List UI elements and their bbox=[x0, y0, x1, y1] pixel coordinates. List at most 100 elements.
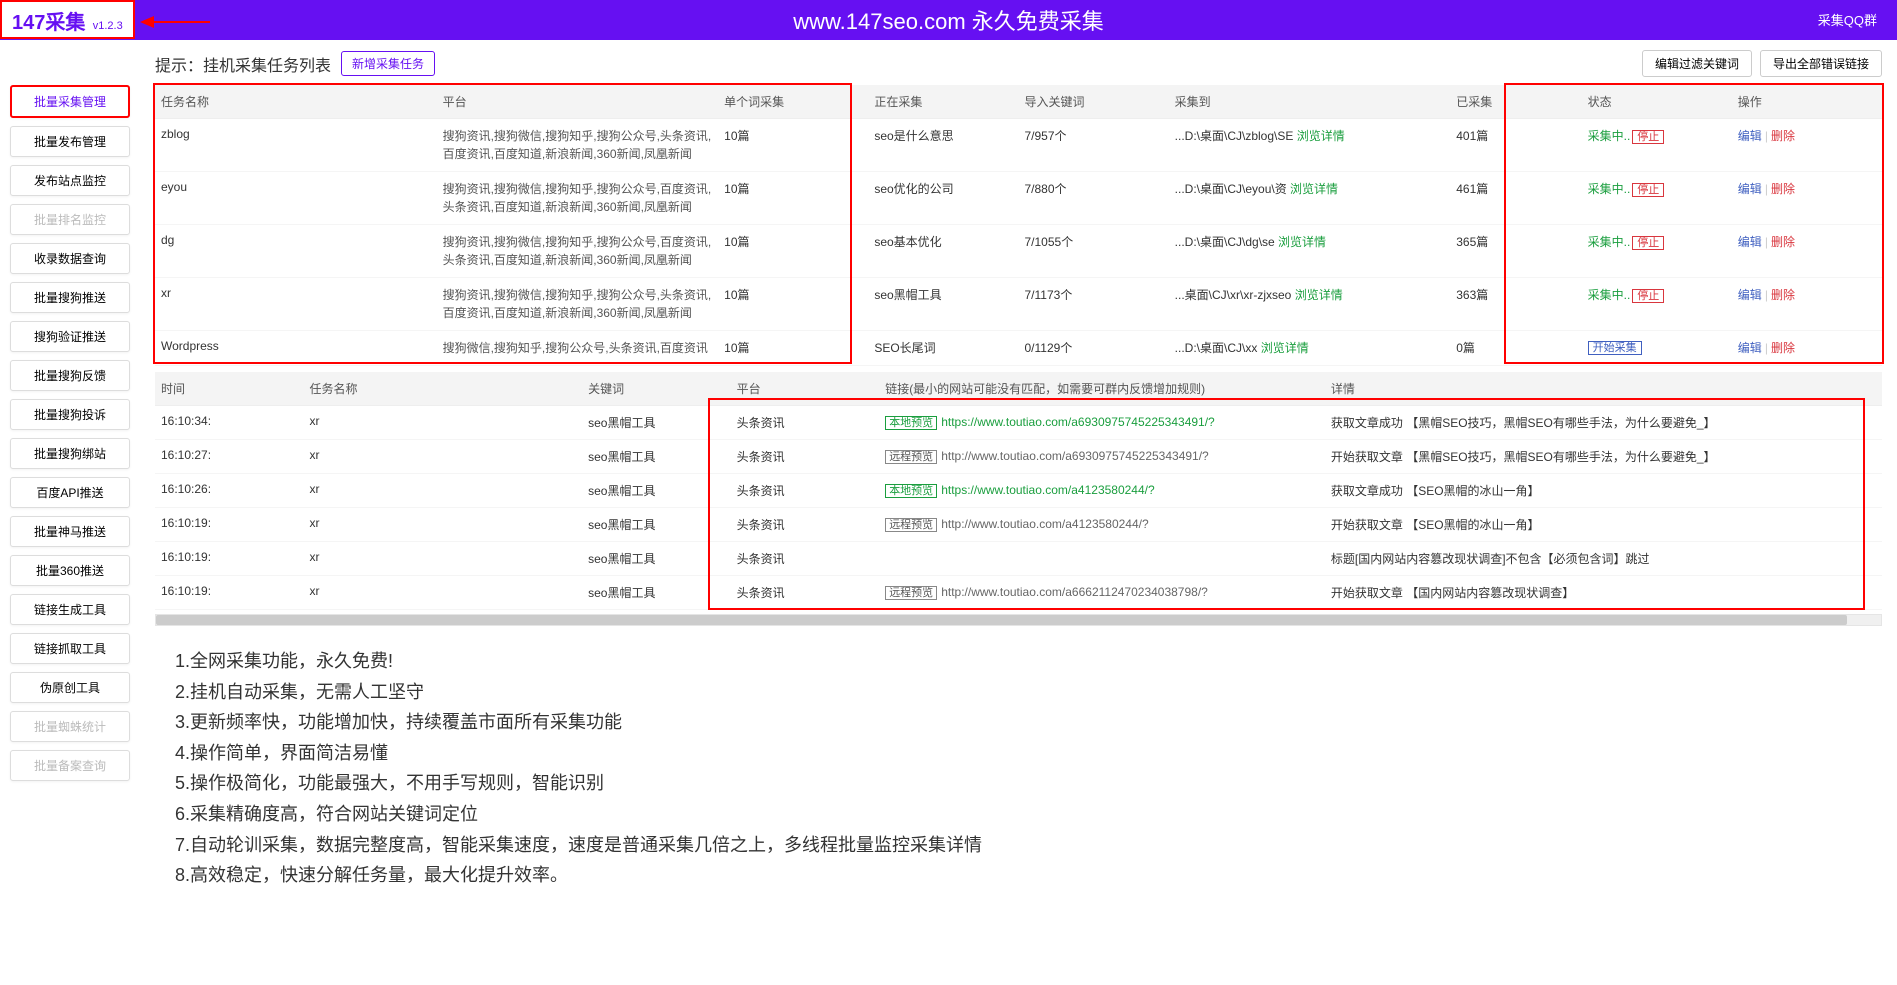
edit-link[interactable]: 编辑 bbox=[1738, 235, 1762, 249]
feature-line: 4.操作简单，界面简洁易懂 bbox=[175, 738, 1882, 769]
sidebar-item: 批量排名监控 bbox=[10, 204, 130, 235]
top-bar: 提示：挂机采集任务列表 新增采集任务 编辑过滤关键词 导出全部错误链接 bbox=[155, 50, 1882, 77]
feature-line: 3.更新频率快，功能增加快，持续覆盖市面所有采集功能 bbox=[175, 707, 1882, 738]
feature-line: 8.高效稳定，快速分解任务量，最大化提升效率。 bbox=[175, 860, 1882, 891]
task-col-header: 操作 bbox=[1732, 85, 1882, 119]
sidebar-item[interactable]: 批量搜狗推送 bbox=[10, 282, 130, 313]
sidebar-item[interactable]: 发布站点监控 bbox=[10, 165, 130, 196]
stop-button[interactable]: 停止 bbox=[1632, 130, 1664, 144]
task-col-header: 导入关键词 bbox=[1019, 85, 1169, 119]
sidebar-item: 批量蜘蛛统计 bbox=[10, 711, 130, 742]
hint-text: 提示：挂机采集任务列表 bbox=[155, 52, 331, 76]
sidebar-item[interactable]: 批量神马推送 bbox=[10, 516, 130, 547]
browse-detail-link[interactable]: 浏览详情 bbox=[1261, 341, 1309, 355]
log-row: 16:10:34:xrseo黑帽工具头条资讯本地预览https://www.to… bbox=[155, 406, 1882, 440]
sidebar: 批量采集管理批量发布管理发布站点监控批量排名监控收录数据查询批量搜狗推送搜狗验证… bbox=[0, 40, 140, 901]
header: 147采集 v1.2.3 www.147seo.com 永久免费采集 采集QQ群 bbox=[0, 0, 1897, 40]
edit-link[interactable]: 编辑 bbox=[1738, 182, 1762, 196]
delete-link[interactable]: 删除 bbox=[1771, 235, 1795, 249]
log-col-header: 详情 bbox=[1325, 372, 1882, 406]
log-row: 16:10:27:xrseo黑帽工具头条资讯远程预览http://www.tou… bbox=[155, 440, 1882, 474]
log-col-header: 时间 bbox=[155, 372, 304, 406]
header-qq-link[interactable]: 采集QQ群 bbox=[1818, 10, 1877, 29]
sidebar-item[interactable]: 批量360推送 bbox=[10, 555, 130, 586]
sidebar-item[interactable]: 批量发布管理 bbox=[10, 126, 130, 157]
log-col-header: 关键词 bbox=[582, 372, 731, 406]
feature-line: 1.全网采集功能，永久免费! bbox=[175, 646, 1882, 677]
stop-button[interactable]: 停止 bbox=[1632, 183, 1664, 197]
new-task-button[interactable]: 新增采集任务 bbox=[341, 51, 435, 76]
feature-line: 6.采集精确度高，符合网站关键词定位 bbox=[175, 799, 1882, 830]
task-col-header: 平台 bbox=[437, 85, 719, 119]
browse-detail-link[interactable]: 浏览详情 bbox=[1297, 129, 1345, 143]
task-col-header: 任务名称 bbox=[155, 85, 437, 119]
task-col-header: 正在采集 bbox=[868, 85, 1018, 119]
log-url[interactable]: http://www.toutiao.com/a6662112470234038… bbox=[941, 585, 1208, 599]
stop-button[interactable]: 停止 bbox=[1632, 236, 1664, 250]
delete-link[interactable]: 删除 bbox=[1771, 341, 1795, 355]
sidebar-item[interactable]: 百度API推送 bbox=[10, 477, 130, 508]
delete-link[interactable]: 删除 bbox=[1771, 182, 1795, 196]
sidebar-item[interactable]: 搜狗验证推送 bbox=[10, 321, 130, 352]
sidebar-item[interactable]: 伪原创工具 bbox=[10, 672, 130, 703]
local-preview-badge: 本地预览 bbox=[885, 416, 937, 430]
sidebar-item[interactable]: 批量采集管理 bbox=[10, 85, 130, 118]
start-button[interactable]: 开始采集 bbox=[1588, 341, 1642, 355]
logo-box: 147采集 v1.2.3 bbox=[0, 0, 135, 39]
browse-detail-link[interactable]: 浏览详情 bbox=[1290, 182, 1338, 196]
task-row: xr搜狗资讯,搜狗微信,搜狗知乎,搜狗公众号,头条资讯,百度资讯,百度知道,新浪… bbox=[155, 278, 1882, 331]
sidebar-item[interactable]: 批量搜狗绑站 bbox=[10, 438, 130, 469]
log-table-header: 时间任务名称关键词平台链接(最小的网站可能没有匹配，如需要可群内反馈增加规则)详… bbox=[155, 372, 1882, 406]
log-row: 16:10:19:xrseo黑帽工具头条资讯标题[国内网站内容篡改现状调查]不包… bbox=[155, 542, 1882, 576]
header-title: www.147seo.com 永久免费采集 bbox=[15, 4, 1882, 36]
filter-keywords-button[interactable]: 编辑过滤关键词 bbox=[1642, 50, 1752, 77]
remote-preview-badge: 远程预览 bbox=[885, 450, 937, 464]
edit-link[interactable]: 编辑 bbox=[1738, 341, 1762, 355]
task-row: dg搜狗资讯,搜狗微信,搜狗知乎,搜狗公众号,百度资讯,头条资讯,百度知道,新浪… bbox=[155, 225, 1882, 278]
sidebar-item: 批量备案查询 bbox=[10, 750, 130, 781]
features-list: 1.全网采集功能，永久免费!2.挂机自动采集，无需人工坚守3.更新频率快，功能增… bbox=[155, 646, 1882, 891]
edit-link[interactable]: 编辑 bbox=[1738, 129, 1762, 143]
logo-version: v1.2.3 bbox=[93, 20, 123, 32]
main-content: 提示：挂机采集任务列表 新增采集任务 编辑过滤关键词 导出全部错误链接 任务名称… bbox=[140, 40, 1897, 901]
sidebar-item[interactable]: 收录数据查询 bbox=[10, 243, 130, 274]
task-table-wrapper: 任务名称平台单个词采集正在采集导入关键词采集到已采集状态操作 zblog搜狗资讯… bbox=[155, 85, 1882, 366]
task-row: zblog搜狗资讯,搜狗微信,搜狗知乎,搜狗公众号,头条资讯,百度资讯,百度知道… bbox=[155, 119, 1882, 172]
local-preview-badge: 本地预览 bbox=[885, 484, 937, 498]
remote-preview-badge: 远程预览 bbox=[885, 518, 937, 532]
log-row: 16:10:26:xrseo黑帽工具头条资讯本地预览https://www.to… bbox=[155, 474, 1882, 508]
stop-button[interactable]: 停止 bbox=[1632, 289, 1664, 303]
export-errors-button[interactable]: 导出全部错误链接 bbox=[1760, 50, 1882, 77]
task-table-header: 任务名称平台单个词采集正在采集导入关键词采集到已采集状态操作 bbox=[155, 85, 1882, 119]
task-col-header: 单个词采集 bbox=[718, 85, 868, 119]
browse-detail-link[interactable]: 浏览详情 bbox=[1295, 288, 1343, 302]
delete-link[interactable]: 删除 bbox=[1771, 129, 1795, 143]
task-row: Wordpress搜狗微信,搜狗知乎,搜狗公众号,头条资讯,百度资讯10篇SEO… bbox=[155, 331, 1882, 366]
delete-link[interactable]: 删除 bbox=[1771, 288, 1795, 302]
sidebar-item[interactable]: 链接生成工具 bbox=[10, 594, 130, 625]
log-row: 16:10:19:xrseo黑帽工具头条资讯远程预览http://www.tou… bbox=[155, 508, 1882, 542]
log-col-header: 链接(最小的网站可能没有匹配，如需要可群内反馈增加规则) bbox=[879, 372, 1325, 406]
task-col-header: 已采集 bbox=[1450, 85, 1581, 119]
log-url[interactable]: http://www.toutiao.com/a4123580244/? bbox=[941, 517, 1148, 531]
horizontal-scrollbar[interactable] bbox=[155, 614, 1882, 626]
log-url[interactable]: http://www.toutiao.com/a6930975745225343… bbox=[941, 449, 1209, 463]
browse-detail-link[interactable]: 浏览详情 bbox=[1278, 235, 1326, 249]
task-table: 任务名称平台单个词采集正在采集导入关键词采集到已采集状态操作 zblog搜狗资讯… bbox=[155, 85, 1882, 366]
log-row: 16:10:19:xrseo黑帽工具头条资讯远程预览http://www.tou… bbox=[155, 576, 1882, 610]
feature-line: 5.操作极简化，功能最强大，不用手写规则，智能识别 bbox=[175, 768, 1882, 799]
task-col-header: 采集到 bbox=[1169, 85, 1451, 119]
edit-link[interactable]: 编辑 bbox=[1738, 288, 1762, 302]
logo-text: 147采集 bbox=[12, 12, 85, 34]
log-url[interactable]: https://www.toutiao.com/a693097574522534… bbox=[941, 415, 1215, 429]
log-url[interactable]: https://www.toutiao.com/a4123580244/? bbox=[941, 483, 1154, 497]
sidebar-item[interactable]: 批量搜狗反馈 bbox=[10, 360, 130, 391]
remote-preview-badge: 远程预览 bbox=[885, 586, 937, 600]
feature-line: 2.挂机自动采集，无需人工坚守 bbox=[175, 677, 1882, 708]
task-col-header: 状态 bbox=[1582, 85, 1732, 119]
sidebar-item[interactable]: 链接抓取工具 bbox=[10, 633, 130, 664]
log-table: 时间任务名称关键词平台链接(最小的网站可能没有匹配，如需要可群内反馈增加规则)详… bbox=[155, 372, 1882, 610]
sidebar-item[interactable]: 批量搜狗投诉 bbox=[10, 399, 130, 430]
feature-line: 7.自动轮训采集，数据完整度高，智能采集速度，速度是普通采集几倍之上，多线程批量… bbox=[175, 830, 1882, 861]
task-row: eyou搜狗资讯,搜狗微信,搜狗知乎,搜狗公众号,百度资讯,头条资讯,百度知道,… bbox=[155, 172, 1882, 225]
